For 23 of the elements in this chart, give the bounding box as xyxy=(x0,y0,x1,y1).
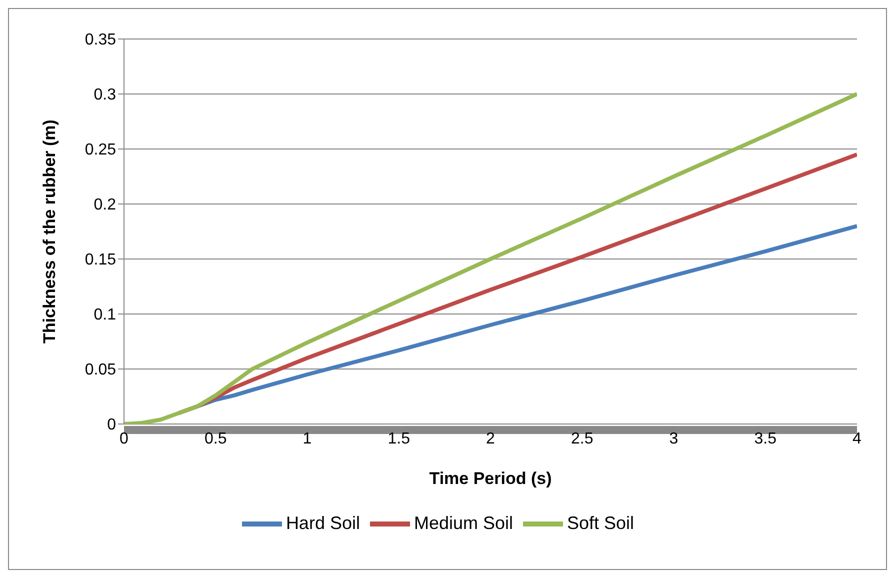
y-tick-label: 0.05 xyxy=(84,362,116,379)
y-tick-label: 0.2 xyxy=(94,196,116,214)
x-tick-label: 2 xyxy=(486,430,496,448)
y-tick-label: 0.1 xyxy=(94,306,116,324)
y-tick-label: 0.35 xyxy=(84,32,116,49)
x-tick-label: 1.5 xyxy=(388,430,410,448)
x-tick-label: 4 xyxy=(852,430,862,448)
x-tick-label: 1 xyxy=(302,430,312,448)
y-tick-label: 0.3 xyxy=(94,86,116,104)
legend-label: Medium Soil xyxy=(414,512,514,533)
legend-label: Hard Soil xyxy=(286,512,360,533)
y-tick-label: 0.15 xyxy=(84,252,116,269)
x-tick-label: 3 xyxy=(669,430,678,448)
legend-label: Soft Soil xyxy=(567,512,634,533)
x-tick-label: 2.5 xyxy=(571,430,594,448)
y-tick-label: 0 xyxy=(107,416,116,434)
x-axis-title: Time Period (s) xyxy=(429,469,552,488)
x-tick-label: 0.5 xyxy=(204,430,227,448)
x-tick-label: 0 xyxy=(120,430,129,448)
x-tick-label: 3.5 xyxy=(754,430,777,448)
line-series xyxy=(124,92,857,424)
y-axis-title: Thickness of the rubber (m) xyxy=(40,120,60,344)
y-tick-label: 0.25 xyxy=(84,142,116,159)
